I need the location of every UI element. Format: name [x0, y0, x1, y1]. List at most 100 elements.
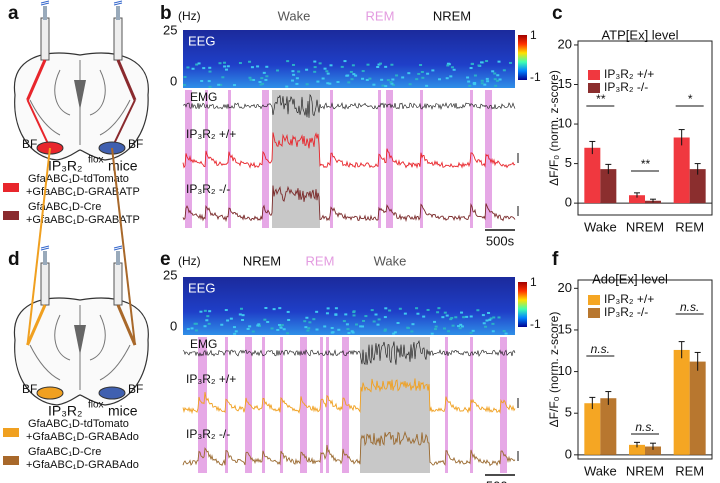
- spectrogram-speck: [460, 325, 464, 328]
- spectrogram-speck: [260, 77, 264, 80]
- state-label: REM: [366, 8, 395, 23]
- spectrogram-speck: [416, 312, 420, 315]
- spectrogram-speck: [261, 82, 265, 85]
- spectrogram-speck: [497, 316, 501, 319]
- spectrogram-speck: [194, 329, 198, 332]
- spectrogram-speck: [468, 84, 472, 87]
- syringe: [40, 262, 50, 306]
- spectrogram-speck: [232, 326, 236, 329]
- spectrogram-speck: [361, 325, 365, 328]
- spectrogram-speck: [361, 70, 365, 73]
- rem-shade: [330, 90, 333, 228]
- spectrogram-speck: [226, 65, 230, 68]
- rem-shade: [245, 337, 252, 473]
- spectrogram-speck: [473, 81, 477, 84]
- mouse-suffix: mice: [108, 403, 138, 419]
- spectrogram-speck: [386, 79, 390, 82]
- spectrogram-speck: [257, 323, 261, 326]
- x-tick-label: Wake: [584, 219, 617, 234]
- spectrogram-speck: [422, 315, 426, 318]
- bar: [629, 195, 645, 204]
- spectrogram-speck: [391, 78, 395, 81]
- spectrogram-speck: [345, 323, 349, 326]
- spectrogram-speck: [493, 78, 497, 81]
- spectrogram-speck: [401, 76, 405, 79]
- y-tick-label: 5: [565, 155, 572, 170]
- spectrogram-speck: [381, 84, 385, 87]
- spectrogram-speck: [349, 70, 353, 73]
- spectrogram-speck: [276, 69, 280, 72]
- photometry-trace: [182, 132, 516, 169]
- legend-text: IP₃R₂ -/-: [604, 305, 648, 319]
- spectrogram-speck: [183, 76, 187, 79]
- spectrogram-speck: [330, 327, 334, 330]
- needle: [111, 147, 136, 346]
- spectrogram-speck: [248, 76, 252, 79]
- legend-text: IP₃R₂ +/+: [604, 67, 654, 81]
- eeg-label: EEG: [188, 33, 215, 48]
- spectrogram-speck: [370, 309, 374, 312]
- spectrogram-speck: [186, 328, 190, 331]
- panel-label: c: [552, 3, 563, 24]
- trace-label: IP₃R₂ +/+: [186, 372, 236, 386]
- y-tick-label: 10: [558, 115, 572, 130]
- y-axis-label: ΔF/F₀ (norm. z-score): [547, 70, 561, 186]
- legend-swatch: [588, 70, 600, 80]
- spectrogram-speck: [458, 327, 462, 330]
- spectrogram-speck: [303, 320, 307, 323]
- spectrogram-speck: [388, 309, 392, 312]
- rem-shade: [280, 337, 283, 473]
- spectrogram-speck: [221, 76, 225, 79]
- bar: [584, 403, 601, 455]
- legend-text: +GfaABC₁D-GRABATP: [26, 186, 140, 198]
- bar: [645, 446, 661, 455]
- spectrogram-speck: [315, 310, 319, 313]
- spectrogram-speck: [239, 307, 243, 310]
- spectrogram-speck: [485, 319, 489, 322]
- spectrogram-speck: [457, 325, 461, 328]
- spectrogram-speck: [251, 330, 255, 333]
- photometry-trace: [182, 378, 516, 415]
- spectrogram-speck: [411, 323, 415, 326]
- spectrogram-speck: [476, 309, 480, 312]
- spectrogram-speck: [492, 316, 496, 319]
- needle: [26, 99, 51, 149]
- spectrogram-speck: [454, 316, 458, 319]
- rem-shade: [300, 337, 307, 473]
- spectrogram-speck: [263, 318, 267, 321]
- spectrogram-speck: [206, 315, 210, 318]
- rem-shade: [204, 337, 207, 473]
- spectrogram-speck: [434, 325, 438, 328]
- legend-text: +GfaABC₁D-GRABATP: [26, 214, 140, 226]
- rem-shade: [198, 337, 205, 473]
- spectrogram-speck: [496, 79, 500, 82]
- spectrogram-speck: [469, 331, 473, 334]
- rem-shade: [320, 337, 323, 473]
- mouse-superscript: flox: [88, 155, 104, 166]
- syringe-plunger: [116, 6, 120, 20]
- x-tick-label: REM: [675, 219, 704, 234]
- bf-label: BF: [22, 137, 37, 151]
- spectrogram-speck: [450, 66, 454, 69]
- spectrogram-speck: [366, 63, 370, 66]
- spectrogram-speck: [383, 329, 387, 332]
- bf-label: BF: [128, 382, 143, 396]
- spectrogram-speck: [484, 325, 488, 328]
- spectrogram-speck: [195, 63, 199, 66]
- rem-shade: [205, 90, 208, 228]
- spectrogram-speck: [497, 60, 501, 63]
- spectrogram-speck: [321, 77, 325, 80]
- spectrogram-speck: [351, 64, 355, 67]
- spectrogram-speck: [316, 80, 320, 83]
- colorbar-min: -1: [530, 317, 541, 331]
- syringe-plunger: [116, 251, 120, 265]
- syringe-plunger: [43, 251, 47, 265]
- spectrogram-speck: [234, 330, 238, 333]
- scale-label: 500s: [486, 233, 515, 248]
- spectrogram-speck: [318, 62, 322, 65]
- spectrogram-speck: [365, 78, 369, 81]
- colorbar: [518, 282, 527, 327]
- photometry-trace: [182, 430, 516, 467]
- legend-text: +GfaABC₁D-GRABAdo: [26, 431, 139, 443]
- emg-trace: [182, 340, 516, 366]
